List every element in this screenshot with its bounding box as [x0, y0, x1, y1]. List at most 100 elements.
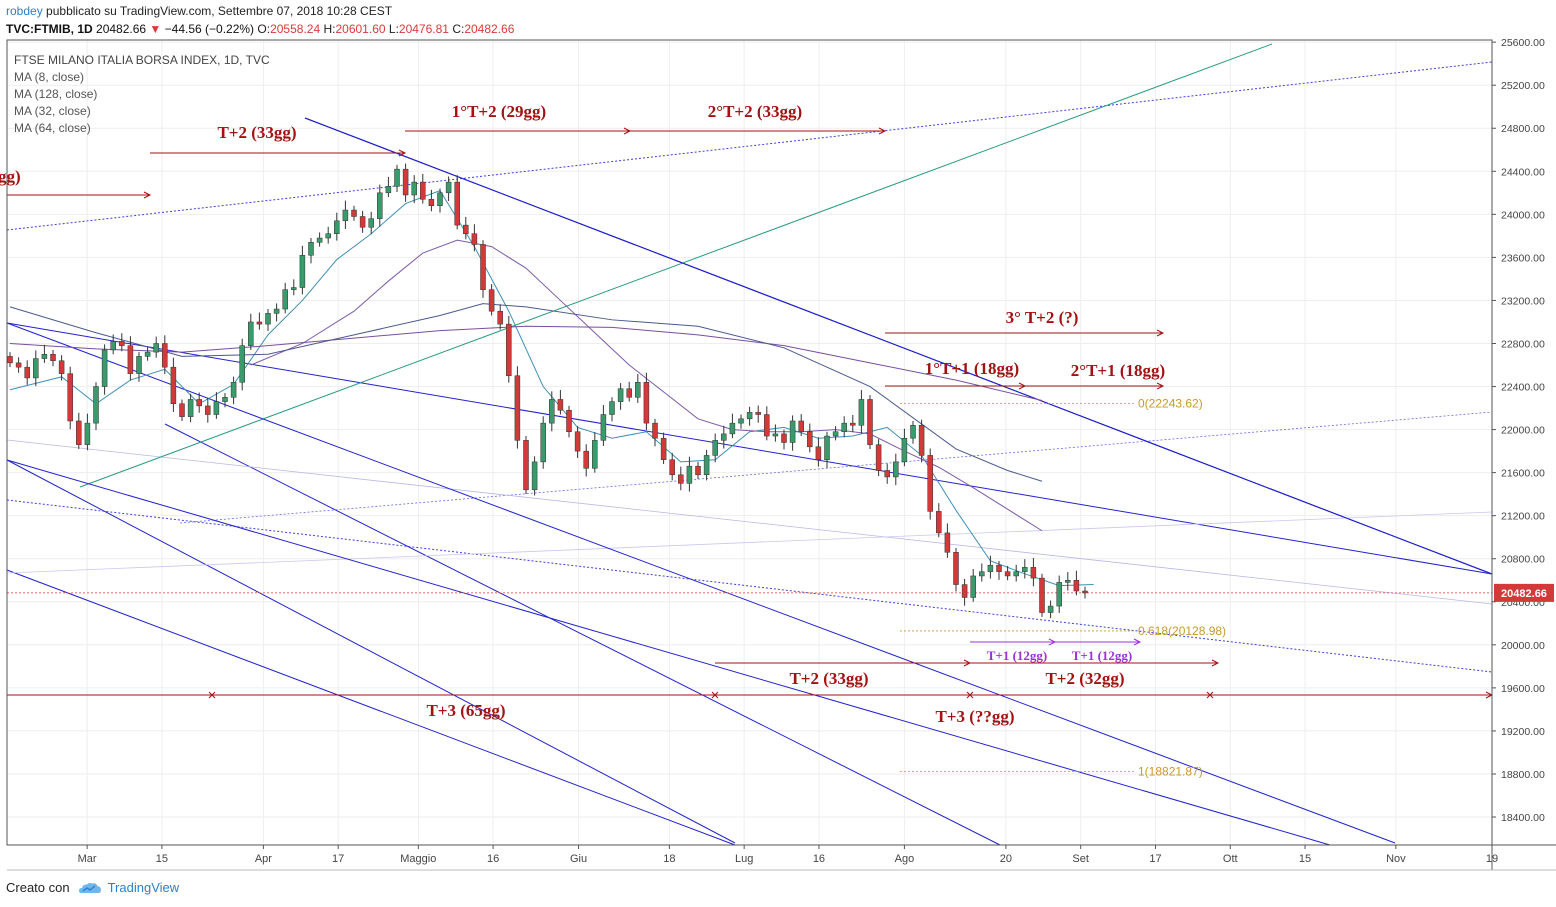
fib-label: 0(22243.62) — [1138, 396, 1203, 410]
candle-down — [514, 375, 521, 441]
candle-down — [76, 420, 82, 445]
legend-item-ma32[interactable]: MA (32, close) — [14, 104, 91, 118]
x-tick-label: Ott — [1223, 853, 1238, 865]
candle-up — [222, 397, 228, 402]
candle-down — [162, 343, 168, 368]
candle-down — [918, 425, 925, 456]
x-tick-label: 15 — [156, 853, 168, 865]
candle-up — [101, 349, 108, 387]
y-tick-label: 24800.00 — [1501, 123, 1545, 135]
arrow-tick — [966, 691, 974, 699]
candle-down — [15, 362, 22, 368]
candle-up — [1056, 582, 1062, 607]
candle-down — [179, 403, 185, 417]
candle-down — [24, 366, 30, 379]
candle-up — [273, 308, 280, 314]
candle-down — [1082, 590, 1088, 594]
candle-up — [617, 388, 624, 402]
candle-down — [420, 181, 426, 200]
x-tick-label: Set — [1072, 853, 1089, 865]
candle-up — [299, 254, 306, 288]
candle-up — [41, 354, 48, 359]
candle-down — [170, 366, 177, 405]
arrow-tick — [208, 691, 216, 699]
tradingview-link[interactable]: TradingView — [78, 880, 179, 895]
y-tick-label: 22000.00 — [1501, 425, 1545, 437]
candle-up — [635, 381, 641, 398]
y-tick-label: 20800.00 — [1501, 554, 1545, 566]
candle-up — [1047, 605, 1054, 613]
candle-up — [970, 575, 976, 598]
arrow-7-head — [1156, 382, 1165, 390]
candle-down — [815, 446, 822, 460]
annotation-arrows: gg) T+2 (33gg) 1°T+2 (29gg) 2°T+2 (33gg) 3° … — [0, 102, 1494, 726]
candle-up — [910, 425, 916, 439]
y-tick-label: 24400.00 — [1501, 166, 1545, 178]
y-tick-label: 21200.00 — [1501, 511, 1545, 523]
x-tick-label: Nov — [1386, 853, 1406, 865]
candle-up — [394, 168, 400, 187]
candle-down — [67, 373, 73, 422]
candle-up — [308, 242, 314, 256]
x-tick-label: Ago — [895, 853, 915, 865]
channel-long-line — [6, 322, 1396, 844]
candle-down — [488, 289, 495, 312]
y-tick-label: 23600.00 — [1501, 252, 1545, 264]
candle-down — [850, 422, 856, 426]
candle-down — [695, 465, 701, 476]
arrow-11-head — [1211, 659, 1220, 667]
candle-up — [703, 455, 710, 476]
x-tick-label: Apr — [255, 853, 272, 865]
candle-up — [841, 422, 847, 432]
y-tick-label: 24000.00 — [1501, 209, 1545, 221]
candle-down — [1030, 567, 1037, 579]
candle-down — [566, 409, 572, 432]
legend-item-ma128[interactable]: MA (128, close) — [14, 87, 98, 101]
arrow-tick — [1206, 691, 1214, 699]
down-arrow-icon: ▼ — [149, 22, 162, 36]
candle-down — [205, 405, 211, 415]
channel-top-line — [6, 322, 1493, 575]
y-tick-label: 23200.00 — [1501, 295, 1545, 307]
last-price: 20482.66 — [96, 22, 147, 36]
last-price-tag-label: 20482.66 — [1501, 588, 1547, 600]
x-tick-label: Lug — [735, 853, 753, 865]
candle-down — [471, 233, 478, 245]
candle-down — [652, 422, 658, 439]
low-value: 20476.81 — [398, 22, 449, 36]
author-link[interactable]: robdey — [6, 4, 43, 18]
candle-up — [789, 420, 796, 443]
candle-down — [127, 345, 134, 374]
candle-down — [953, 552, 959, 585]
close-label: C: — [452, 22, 465, 36]
candle-up — [368, 218, 374, 228]
candle-up — [342, 209, 349, 222]
high-label: H: — [323, 22, 336, 36]
candle-up — [213, 401, 220, 415]
ma-line-2 — [9, 325, 1043, 402]
low-label: L: — [388, 22, 399, 36]
candle-down — [7, 356, 13, 364]
candle-up — [893, 461, 899, 478]
candle-up — [93, 386, 99, 424]
candle-down — [351, 209, 357, 217]
candle-up — [979, 571, 985, 577]
candle-down — [884, 470, 890, 478]
candle-up — [686, 465, 693, 484]
y-tick-label: 19600.00 — [1501, 683, 1545, 695]
x-tick-label: 18 — [663, 853, 675, 865]
symbol-label: TVC:FTMIB, 1D — [6, 22, 93, 36]
x-tick-label: 15 — [1299, 853, 1311, 865]
legend-item-ma8[interactable]: MA (8, close) — [14, 70, 85, 84]
annotation-label-1: T+2 (33gg) — [217, 123, 296, 142]
channel-lower-line-2 — [6, 569, 736, 846]
legend-item-ma64[interactable]: MA (64, close) — [14, 121, 91, 135]
arrow-2-head — [398, 149, 407, 157]
candle-up — [1013, 571, 1019, 577]
candle-up — [385, 186, 392, 194]
x-tick-label: 16 — [813, 853, 825, 865]
open-value: 20558.24 — [270, 22, 321, 36]
x-tick-label: 20 — [1000, 853, 1012, 865]
candle-up — [84, 422, 91, 445]
